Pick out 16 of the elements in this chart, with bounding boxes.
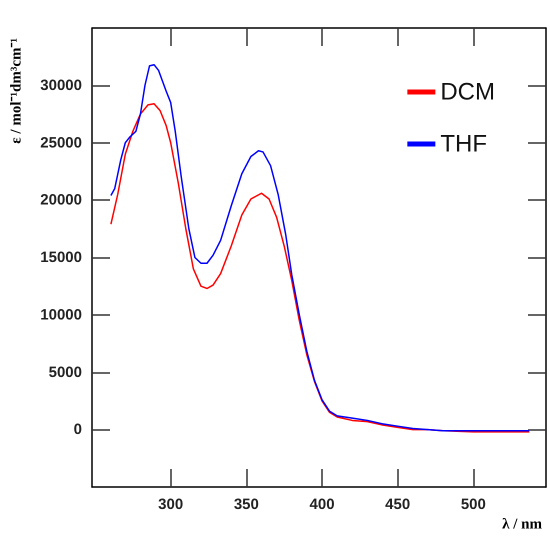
legend-label: DCM xyxy=(440,78,495,106)
legend-label: THF xyxy=(440,130,487,158)
x-tick-label: 300 xyxy=(158,496,184,513)
y-tick-label: 5000 xyxy=(48,364,82,381)
y-tick-label: 15000 xyxy=(40,249,82,266)
y-tick-label: 25000 xyxy=(40,134,82,152)
x-tick-label: 350 xyxy=(234,496,259,513)
y-tick-label: 20000 xyxy=(40,192,82,209)
x-axis-title: λ / nm xyxy=(502,516,543,532)
y-tick-label: 30000 xyxy=(40,76,82,94)
x-tick-label: 450 xyxy=(385,496,410,513)
y-tick-label: 0 xyxy=(74,421,82,438)
y-tick-label: 10000 xyxy=(40,306,82,324)
x-tick-label: 500 xyxy=(460,496,486,513)
x-tick-label: 400 xyxy=(310,496,335,513)
y-axis-title: ε / mol⁻¹dm³cm⁻¹ xyxy=(8,38,24,144)
